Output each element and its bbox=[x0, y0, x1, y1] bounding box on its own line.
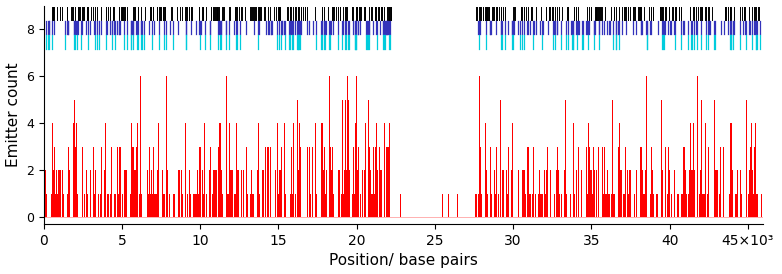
X-axis label: Position/ base pairs: Position/ base pairs bbox=[329, 253, 478, 269]
Y-axis label: Emitter count: Emitter count bbox=[5, 62, 20, 167]
